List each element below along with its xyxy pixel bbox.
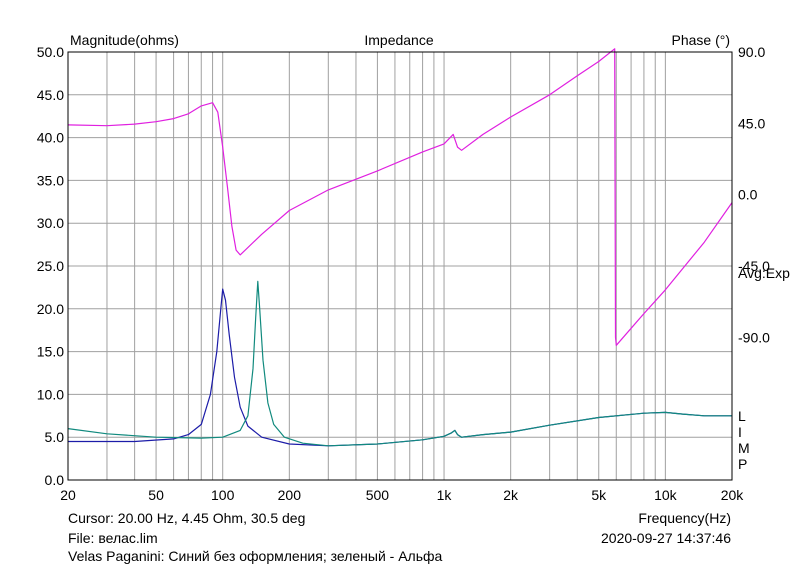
- phase-tick-label: 90.0: [738, 44, 765, 60]
- phase-tick-label: 45.0: [738, 115, 765, 131]
- x-tick-label: 10k: [654, 487, 678, 503]
- x-tick-label: 200: [278, 487, 302, 503]
- y-tick-label: 25.0: [37, 258, 64, 274]
- x-tick-label: 100: [211, 487, 235, 503]
- green-series-line: [67, 280, 732, 447]
- x-tick-label: 50: [148, 487, 164, 503]
- plot-frame: [67, 51, 733, 481]
- phase-tick-label: -45.0: [738, 258, 770, 274]
- grid-lines: [68, 52, 732, 480]
- y-tick-label: 10.0: [37, 386, 64, 402]
- blue-series-line: [68, 288, 732, 447]
- side-letter: P: [738, 456, 747, 472]
- chart-title: Impedance: [364, 32, 433, 48]
- y-tick-label: 15.0: [37, 344, 64, 360]
- file-name: File: велас.lim: [68, 530, 158, 546]
- x-tick-label: 2k: [503, 487, 519, 503]
- side-letter: L: [738, 408, 746, 424]
- phase-series-line: [67, 48, 733, 346]
- avg-label: Avg:Exp: [738, 265, 790, 281]
- cursor-readout: Cursor: 20.00 Hz, 4.45 Ohm, 30.5 deg: [68, 510, 306, 526]
- series-group: [67, 48, 733, 447]
- left-axis-label: Magnitude(ohms): [70, 32, 179, 48]
- x-tick-label: 20k: [721, 487, 745, 503]
- y-tick-label: 30.0: [37, 215, 64, 231]
- x-tick-label: 500: [366, 487, 390, 503]
- phase-tick-label: -90.0: [738, 329, 770, 345]
- x-axis-label: Frequency(Hz): [638, 510, 731, 526]
- y-tick-label: 50.0: [37, 44, 64, 60]
- timestamp: 2020-09-27 14:37:46: [601, 530, 731, 546]
- side-letter: I: [738, 424, 742, 440]
- description: Velas Paganini: Синий без оформления; зе…: [68, 548, 443, 564]
- x-tick-label: 1k: [437, 487, 453, 503]
- right-axis-label: Phase (°): [671, 32, 730, 48]
- y-tick-label: 20.0: [37, 301, 64, 317]
- y-tick-label: 35.0: [37, 172, 64, 188]
- y-tick-label: 0.0: [45, 472, 65, 488]
- tick-labels: 20 50 100 200 500 1k 2k 5k 10k 20k 0.0 5.0 10.0 15.0 2…: [37, 44, 770, 503]
- y-tick-label: 40.0: [37, 130, 64, 146]
- x-tick-label: 5k: [591, 487, 607, 503]
- y-tick-label: 45.0: [37, 87, 64, 103]
- y-tick-label: 5.0: [45, 429, 65, 445]
- x-tick-label: 20: [60, 487, 76, 503]
- side-letter: M: [738, 440, 750, 456]
- phase-tick-label: 0.0: [738, 187, 758, 203]
